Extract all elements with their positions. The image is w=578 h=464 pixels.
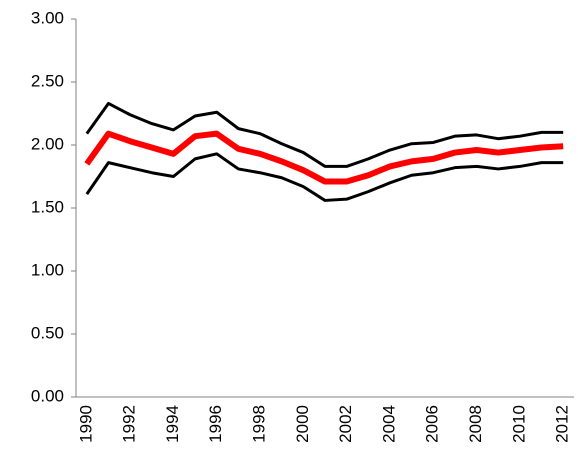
y-tick-label: 2.50 xyxy=(31,71,64,90)
line xyxy=(85,152,564,202)
line xyxy=(84,130,564,185)
x-tick-label: 2002 xyxy=(336,405,355,443)
y-tick-label: 3.00 xyxy=(31,8,64,27)
x-tick-label: 1994 xyxy=(163,405,182,443)
y-tick-label: 0.00 xyxy=(31,386,64,405)
x-tick-label: 2012 xyxy=(553,405,572,443)
x-tick-label: 2010 xyxy=(509,405,528,443)
line xyxy=(85,101,564,168)
y-tick-label: 1.50 xyxy=(31,197,64,216)
x-tick-label: 1998 xyxy=(250,405,269,443)
x-tick-label: 2000 xyxy=(293,405,312,443)
x-tick-label: 1996 xyxy=(206,405,225,443)
x-tick-label: 2006 xyxy=(423,405,442,443)
y-tick-label: 1.00 xyxy=(31,260,64,279)
x-tick-label: 2004 xyxy=(379,405,398,443)
y-tick-label: 2.00 xyxy=(31,134,64,153)
x-tick-label: 2008 xyxy=(466,405,485,443)
x-tick-label: 1990 xyxy=(76,405,95,443)
y-tick-label: 0.50 xyxy=(31,323,64,342)
x-tick-label: 1992 xyxy=(120,405,139,443)
